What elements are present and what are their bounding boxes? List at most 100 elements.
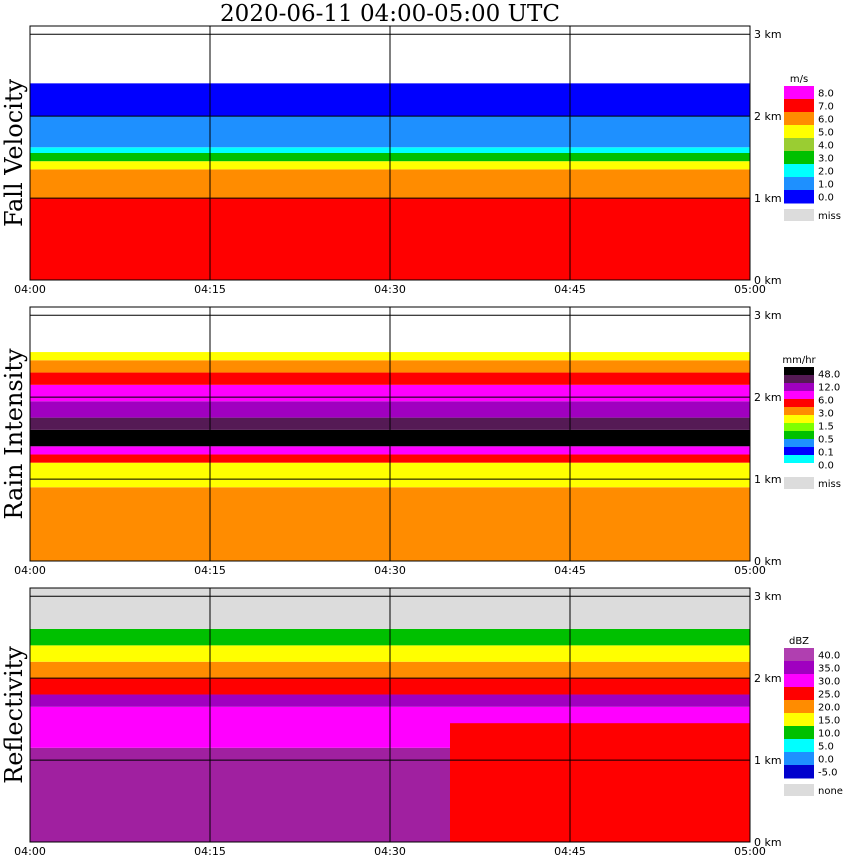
plot-frame [29,25,751,281]
colorbar-label: 1.0 [818,180,834,191]
colorbar-swatch [784,700,814,714]
y-tick-label: 0 km [754,274,782,287]
colorbar-swatch [784,648,814,662]
colorbar-label: 25.0 [818,690,840,701]
colorbar-missing-label: miss [818,479,841,490]
colorbar-label: 40.0 [818,651,840,662]
colorbar-swatch [784,399,814,408]
panel-ylabel: Rain Intensity [0,348,28,520]
y-tick-label: 1 km [754,754,782,767]
colorbar-swatch [784,112,814,126]
colorbar-swatch [784,99,814,113]
colorbar-swatch [784,125,814,139]
colorbar-label: 5.0 [818,128,834,139]
colorbar-swatch [784,86,814,100]
x-tick-label: 04:15 [194,564,226,577]
colorbar-swatch [784,177,814,191]
colorbar-swatch [784,391,814,400]
colorbar-missing-swatch [784,477,814,489]
x-tick-label: 05:00 [734,845,766,858]
colorbar-swatch [784,190,814,204]
colorbar-missing-label: miss [818,211,841,222]
colorbar-swatch [784,447,814,456]
colorbar-label: 8.0 [818,89,834,100]
y-tick-label: 1 km [754,192,782,205]
colorbar-swatch [784,439,814,448]
reflectivity-panel: 04:00 04:15 04:30 04:45 05:00 0 km 1 km 2 km 3 k… [0,584,850,864]
colorbar-label: 0.5 [818,435,834,446]
colorbar-swatch [784,415,814,424]
colorbar-label: 6.0 [818,396,834,407]
colorbar-label: 5.0 [818,742,834,753]
colorbar-label: 20.0 [818,703,840,714]
colorbar-swatch [784,713,814,727]
x-tick-label: 05:00 [734,564,766,577]
colorbar-missing-label: none [818,786,843,797]
reflectivity-svg: 04:00 04:15 04:30 04:45 05:000 km 1 km 2 km 3 k… [0,587,843,858]
y-tick-label: 2 km [754,391,782,404]
colorbar-swatch [784,375,814,384]
colorbar-swatch [784,661,814,675]
colorbar-label: 12.0 [818,383,840,394]
x-tick-label: 04:45 [554,564,586,577]
colorbar-swatch [784,138,814,152]
colorbar-label: 0.0 [818,461,834,472]
colorbar-unit: dBZ [789,636,809,647]
x-tick-label: 04:00 [14,283,46,296]
data-overlay [450,723,750,842]
colorbar-swatch [784,151,814,165]
colorbar-swatch [784,739,814,753]
colorbar-label: 15.0 [818,716,840,727]
colorbar-label: 0.0 [818,193,834,204]
x-tick-label: 04:00 [14,845,46,858]
colorbar-swatch [784,383,814,392]
x-tick-label: 04:15 [194,283,226,296]
x-tick-label: 04:30 [374,845,406,858]
x-tick-label: 04:30 [374,283,406,296]
fall-velocity-panel: 04:00 04:15 04:30 04:45 05:00 0 km 1 km 2 km 3 k… [0,22,850,297]
y-tick-label: 2 km [754,672,782,685]
x-tick-label: 04:45 [554,283,586,296]
colorbar-label: 3.0 [818,409,834,420]
colorbar-swatch [784,367,814,376]
x-tick-label: 04:15 [194,845,226,858]
y-tick-label: 0 km [754,555,782,568]
y-tick-label: 1 km [754,473,782,486]
colorbar-unit: mm/hr [782,355,816,366]
plot-frame [29,306,751,562]
colorbar-label: 6.0 [818,115,834,126]
colorbar-swatch [784,455,814,464]
fall-velocity-svg: 04:00 04:15 04:30 04:45 05:000 km 1 km 2 km 3 k… [0,25,841,296]
colorbar-label: 30.0 [818,677,840,688]
panel-ylabel: Reflectivity [0,646,28,784]
rain-intensity-panel: 04:00 04:15 04:30 04:45 05:00 0 km 1 km 2 km 3 k… [0,303,850,578]
colorbar-label: 0.1 [818,448,834,459]
colorbar-label: 0.0 [818,755,834,766]
chart-title: 2020-06-11 04:00-05:00 UTC [220,1,560,27]
y-tick-label: 3 km [754,590,782,603]
colorbar-label: 48.0 [818,370,840,381]
colorbar-swatch [784,752,814,766]
y-tick-label: 0 km [754,836,782,849]
colorbar-label: 7.0 [818,102,834,113]
colorbar-label: -5.0 [818,768,838,779]
y-tick-label: 3 km [754,28,782,41]
colorbar-swatch [784,164,814,178]
colorbar-label: 3.0 [818,154,834,165]
y-tick-label: 3 km [754,309,782,322]
colorbar-swatch [784,431,814,440]
colorbar-label: 1.5 [818,422,834,433]
rain-intensity-svg: 04:00 04:15 04:30 04:45 05:000 km 1 km 2 km 3 k… [0,306,841,577]
colorbar-swatch [784,407,814,416]
colorbar-swatch [784,423,814,432]
x-tick-label: 04:30 [374,564,406,577]
colorbar-swatch [784,726,814,740]
colorbar-missing-swatch [784,209,814,221]
colorbar-swatch [784,765,814,779]
colorbar-label: 4.0 [818,141,834,152]
colorbar-missing-swatch [784,784,814,796]
colorbar-label: 2.0 [818,167,834,178]
x-tick-label: 05:00 [734,283,766,296]
colorbar-label: 35.0 [818,664,840,675]
colorbar-swatch [784,687,814,701]
